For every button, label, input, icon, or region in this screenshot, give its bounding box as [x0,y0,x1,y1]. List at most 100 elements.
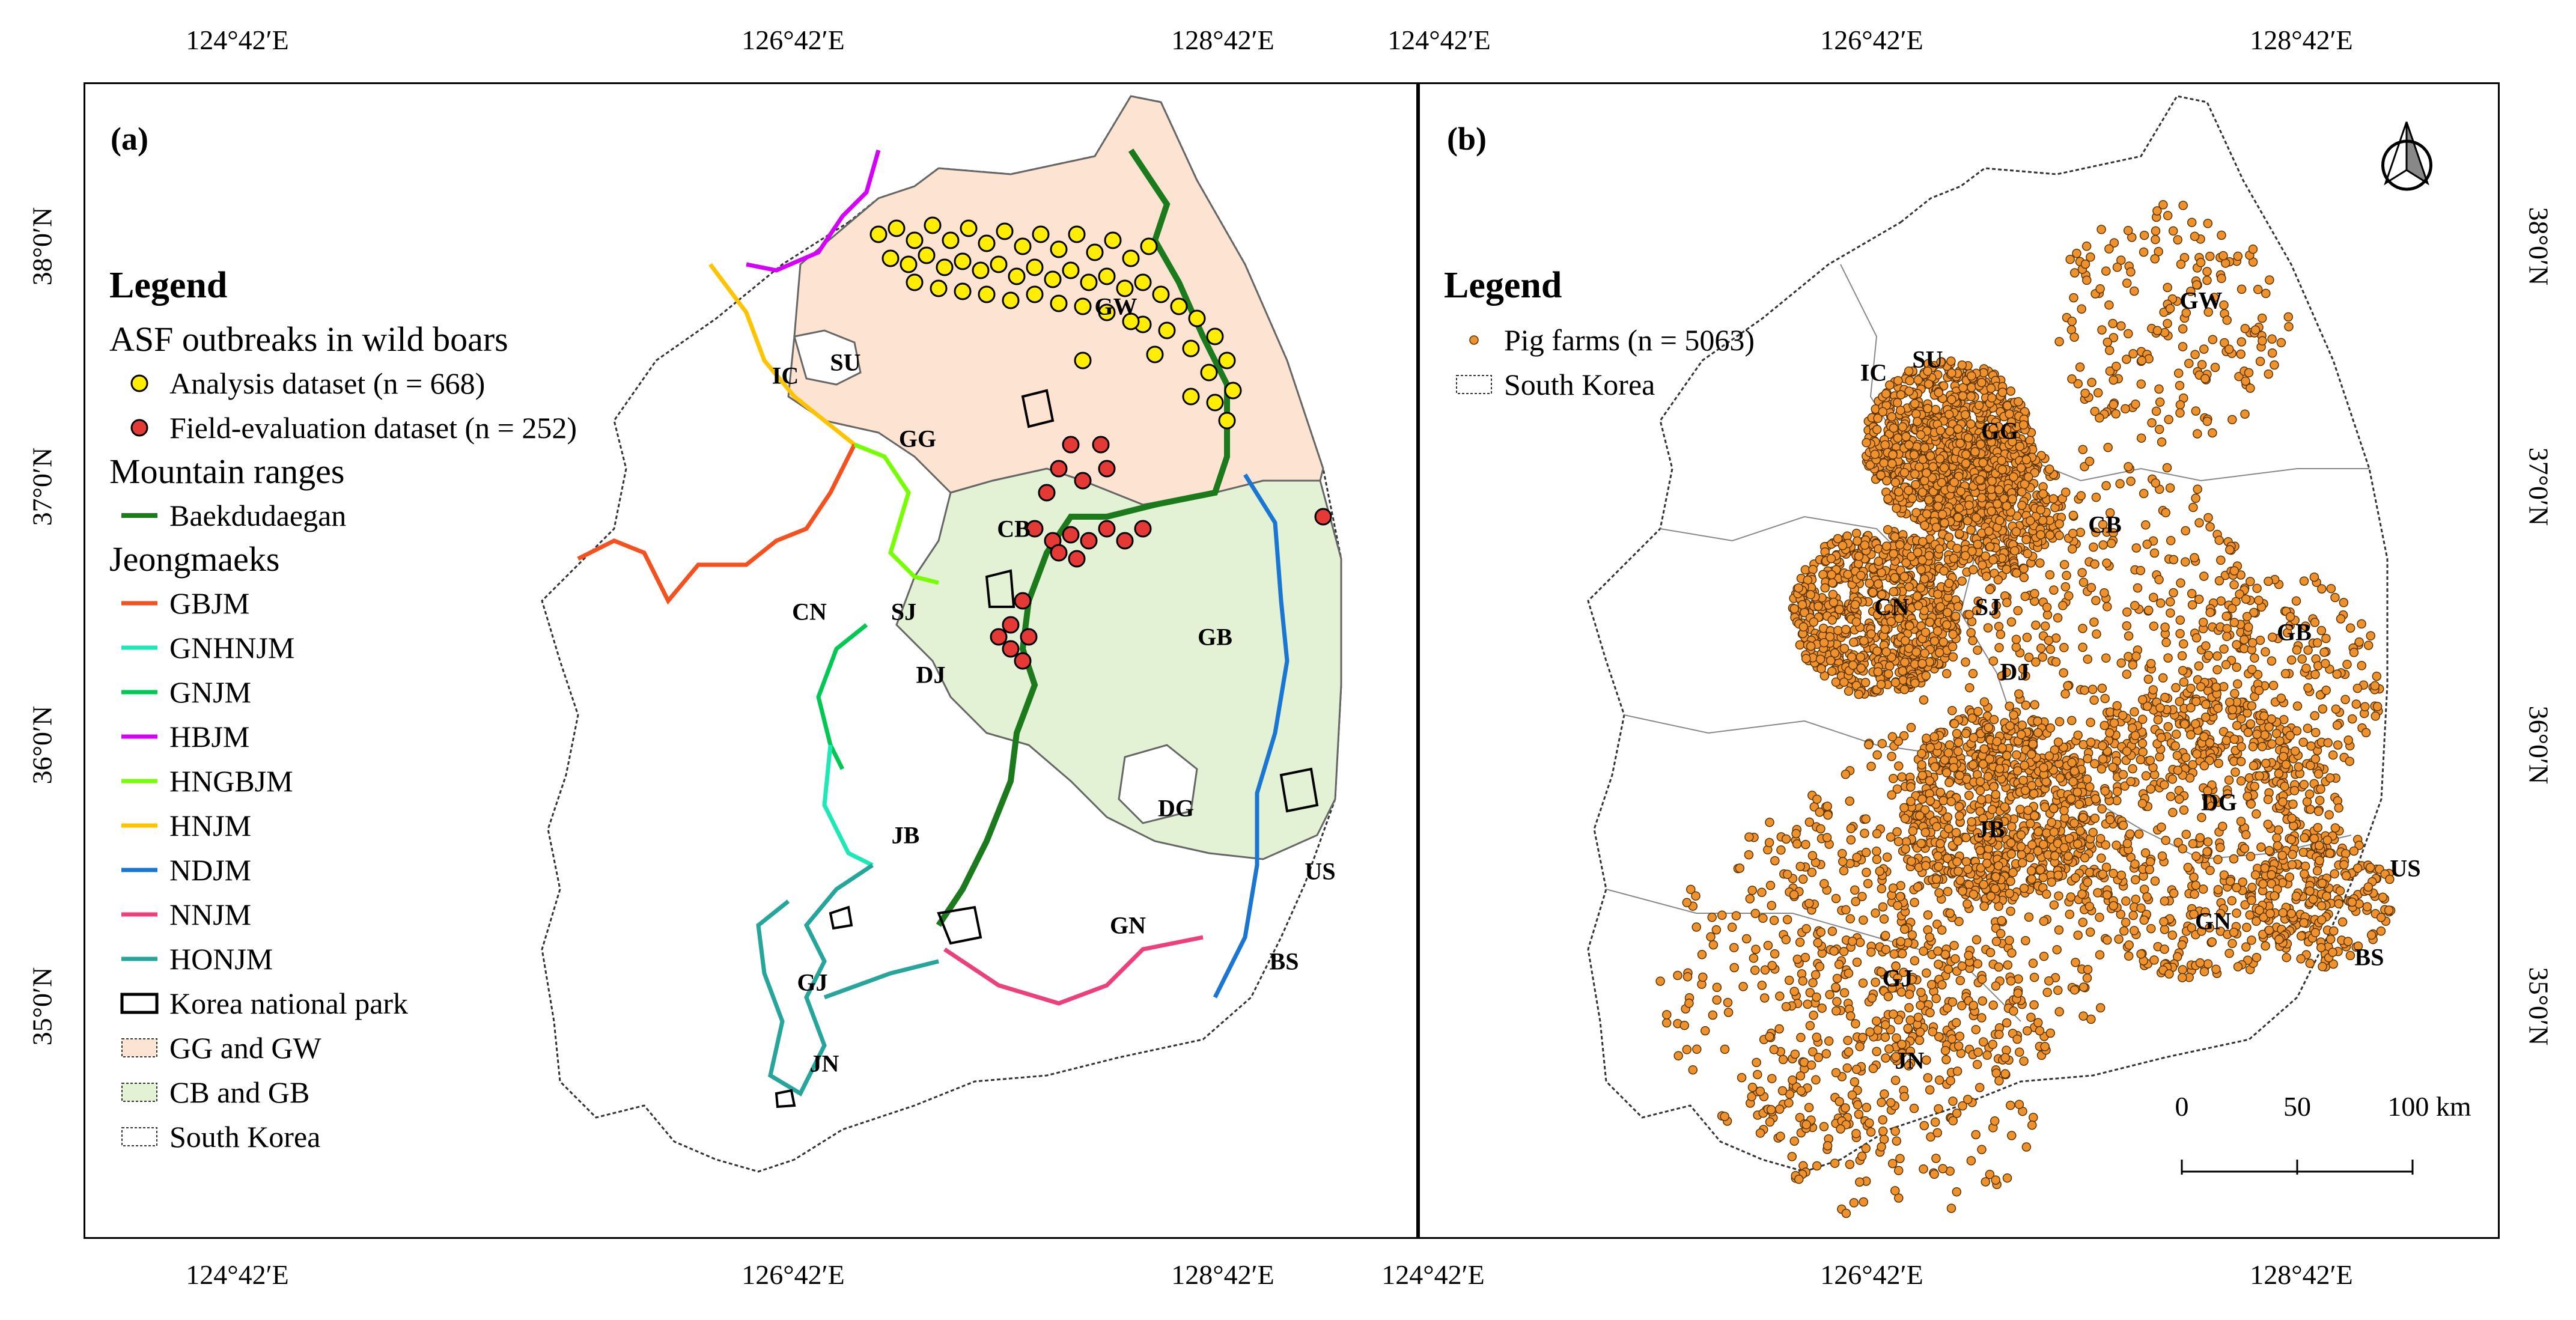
pig-farm-point [2330,592,2340,603]
pig-farm-point [2190,889,2199,899]
pig-farm-point [2151,478,2161,488]
pig-farm-point [2366,631,2376,640]
pig-farm-point [2104,244,2114,254]
pig-farm-point [1872,750,1882,760]
pig-farm-point [1901,432,1911,442]
pig-farm-point [1889,423,1899,433]
pig-farm-point [2054,519,2064,529]
pig-farm-point [1997,388,2008,397]
pig-farm-point [2221,611,2231,621]
pig-farm-point [1765,817,1774,827]
pig-farm-point [1930,762,1940,772]
pig-farm-point [1991,872,2001,882]
pig-farms [1655,200,2396,1218]
pig-farm-point [2224,948,2234,958]
pig-farm-point [2267,656,2277,666]
pig-farm-point [2286,908,2297,919]
region-label-a: GW [1094,293,1137,320]
pig-farm-point [1900,814,1910,824]
coord-left-1: 38°0′N [26,207,58,286]
pig-farm-point [2151,226,2161,236]
pig-farm-point [1949,553,1959,564]
pig-farm-point [1968,760,1978,770]
pig-farm-point [2112,361,2121,371]
pig-farm-point [1983,771,1993,782]
pig-farm-point [2318,962,2327,972]
pig-farm-point [2019,573,2029,582]
pig-farm-point [1925,451,1935,461]
pig-farm-point [2098,754,2108,764]
pig-farm-point [1827,666,1837,676]
pig-farm-point [2142,892,2152,902]
pig-farm-point [2287,814,2297,823]
pig-farm-point [1904,366,1914,376]
pig-farm-point [2210,362,2220,373]
pig-farm-point [2017,500,2027,510]
pig-farm-point [1986,383,1996,394]
pig-farm-point [2303,645,2313,655]
pig-farm-point [2102,890,2112,900]
pig-farm-point [2276,338,2286,348]
pig-farm-point [1984,526,1994,536]
pig-farm-point [2040,802,2050,812]
pig-farm-point [2240,634,2249,645]
pig-farm-point [1839,988,1850,998]
pig-farm-point [2280,669,2291,679]
pig-farm-point [2045,1028,2056,1038]
pig-farm-point [2194,661,2204,671]
pig-farm-point [2006,617,2017,627]
pig-farm-point [2247,883,2257,892]
pig-farm-point [2261,941,2270,951]
pig-farm-point [1916,565,1926,574]
pig-farm-point [2121,404,2130,414]
pig-farm-point [2026,1012,2036,1022]
pig-farm-point [2213,885,2223,895]
pig-farm-point [2065,254,2075,264]
pig-farm-point [2045,644,2056,654]
pig-farm-point [2069,985,2080,995]
pig-farm-point [1749,954,1759,963]
pig-farm-point [1808,565,1818,574]
pig-farm-point [1847,652,1857,662]
pig-farm-point [2178,324,2188,334]
pig-farm-point [1825,655,1836,666]
pig-farm-point [2035,865,2045,875]
pig-farm-point [2240,844,2250,853]
national-parks-a [775,389,1319,1109]
pig-farm-point [1967,383,1976,392]
pig-farm-point [2196,682,2206,692]
pig-farm-point [2029,1000,2039,1010]
pig-farm-point [2299,780,2309,789]
pig-farm-point [1934,888,1944,898]
pig-farm-point [2243,728,2253,737]
pig-farm-point [2230,767,2240,777]
pig-farm-point [2310,711,2319,720]
pig-farm-point [2006,849,2017,859]
pig-farm-point [2167,774,2178,784]
pig-farm-point [1848,660,1858,670]
pig-farm-point [2067,716,2077,725]
pig-farm-point [2008,868,2018,877]
pig-farm-point [1933,946,1943,956]
pig-farm-point [2136,755,2146,765]
pig-farm-point [2186,683,2196,693]
pig-farm-point [2294,762,2304,772]
pig-farm-point [1995,764,2005,774]
south-korea-box-icon [109,1125,169,1149]
pig-farm-point [1951,828,1961,838]
pig-farm-point [1947,705,1957,716]
pig-farm-point [1923,366,1932,376]
pig-farm-point [2084,901,2095,911]
pig-farm-point [2181,752,2191,762]
pig-farm-point [2095,413,2104,423]
pig-farm-point [2200,713,2211,722]
pig-farm-point [1997,916,2006,926]
pig-farm-point [1889,549,1899,559]
pig-farm-point [2290,746,2300,756]
pig-farm-point [1994,962,2004,972]
region-label-a: BS [1269,947,1299,975]
pig-farm-point [2160,925,2170,934]
pig-farm-point [1874,579,1883,589]
pig-farm-point [2049,585,2059,595]
pig-farm-point [1945,908,1955,918]
